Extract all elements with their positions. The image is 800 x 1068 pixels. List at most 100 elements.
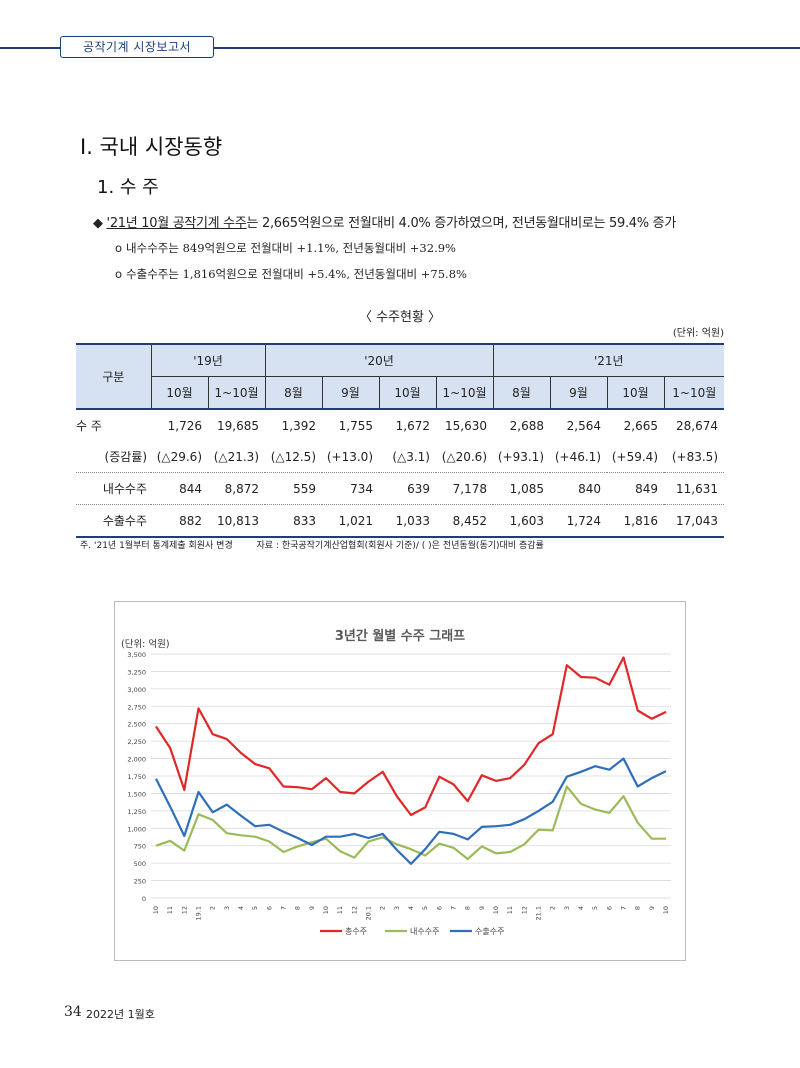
y-tick-label: 3,000 (127, 686, 146, 694)
y-tick-label: 500 (134, 860, 146, 868)
table-cell: 2,688 (509, 418, 544, 433)
table-cell: 10,813 (208, 504, 265, 538)
table-footnote: 주. '21년 1월부터 통계제출 회원사 변경 자료 : 한국공작기계산업협회… (80, 538, 544, 551)
x-tick-label: 7 (450, 906, 458, 910)
legend-label: 수출수주 (475, 926, 504, 936)
table-title: 〈 수주현황 〉 (358, 310, 442, 325)
table-row: 수 주 1,726 19,685 1,392 1,755 1,672 15,63… (76, 409, 724, 441)
table-cell: 28,674 (676, 418, 718, 433)
table-cell: 2,665 (623, 418, 658, 433)
y-tick-label: 1,750 (127, 773, 146, 781)
table-cell: 833 (265, 504, 322, 538)
series-line (155, 785, 666, 861)
summary-main-bullet: ◆ '21년 10월 공작기계 수주는 2,665억원으로 전월대비 4.0% … (93, 212, 676, 231)
x-tick-label: 5 (421, 906, 429, 910)
table-cell: 1,755 (338, 418, 373, 433)
month-header: 1~10월 (207, 376, 265, 410)
table-cell: (△21.3) (208, 441, 265, 473)
legend-label: 총수주 (345, 927, 367, 936)
footnote-source: 자료 : 한국공작기계산업협회(회원사 기준)/ ( )은 전년동월(동기)대비… (256, 541, 544, 551)
y-tick-label: 1,250 (127, 808, 146, 816)
y-tick-label: 2,250 (127, 738, 146, 746)
circle-bullet-icon: o (115, 241, 123, 255)
page-number: 34 (64, 1004, 82, 1020)
table-cell: 15,630 (445, 418, 487, 433)
summary-sub-bullet: o 수출수주는 1,816억원으로 전월대비 +5.4%, 전년동월대비 +75.… (115, 266, 467, 282)
subsection-title: 1. 수 주 (97, 177, 159, 198)
x-tick-label: 11 (336, 906, 344, 914)
x-tick-label: 10 (322, 906, 330, 914)
year-header: '19년 (150, 343, 265, 377)
table-cell: 1,816 (607, 504, 664, 538)
y-tick-label: 1,000 (127, 825, 146, 833)
x-tick-label: 8 (634, 906, 642, 910)
y-tick-label: 2,500 (127, 721, 146, 729)
section-title: Ⅰ. 국내 시장동향 (80, 135, 223, 159)
table-cell: 1,085 (493, 472, 550, 505)
table-cell: (+13.0) (322, 441, 379, 473)
y-tick-label: 750 (134, 843, 146, 851)
x-tick-label: 19.1 (195, 906, 203, 920)
y-tick-label: 3,250 (127, 668, 146, 676)
table-cell: 844 (151, 472, 208, 505)
domestic-orders-text: 내수수주는 849억원으로 전월대비 +1.1%, 전년동월대비 +32.9% (126, 241, 456, 255)
table-cell: (+83.5) (664, 441, 724, 473)
series-line (155, 656, 667, 817)
summary-text: 는 2,665억원으로 전월대비 4.0% 증가하였으며, 전년동월대비로는 5… (246, 216, 676, 231)
x-tick-label: 2 (379, 906, 387, 910)
table-cell: 8,872 (208, 472, 265, 505)
table-cell: (△29.6) (151, 441, 208, 473)
x-tick-label: 5 (591, 906, 599, 910)
x-tick-label: 11 (506, 906, 514, 914)
month-header: 9월 (549, 376, 607, 410)
table-cell: 559 (265, 472, 322, 505)
y-tick-label: 3,500 (127, 651, 146, 659)
table-cell: 639 (379, 472, 436, 505)
x-tick-label: 8 (464, 906, 472, 910)
orders-table: 구분 '19년 '20년 '21년 10월 1~10월 8월 9월 10월 1~… (76, 343, 724, 538)
x-tick-label: 4 (577, 906, 585, 910)
x-tick-label: 3 (223, 906, 231, 910)
month-header: 10월 (606, 376, 664, 410)
table-cell: 1,603 (493, 504, 550, 538)
table-row: 내수수주 844 8,872 559 734 639 7,178 1,085 8… (76, 472, 724, 505)
month-header: 1~10월 (663, 376, 724, 410)
x-tick-label: 20.1 (365, 906, 373, 920)
table-cell: (+46.1) (550, 441, 607, 473)
x-tick-label: 12 (180, 906, 188, 914)
table-cell: 7,178 (436, 472, 493, 505)
y-tick-label: 250 (134, 878, 146, 886)
table-cell: 882 (151, 504, 208, 538)
summary-highlight: '21년 10월 공작기계 수주 (106, 216, 247, 231)
x-tick-label: 2 (549, 906, 557, 910)
row-label: 수 주 (76, 419, 102, 433)
series-line (155, 757, 667, 865)
table-cell: 2,564 (566, 418, 601, 433)
circle-bullet-icon: o (115, 267, 123, 281)
x-tick-label: 12 (350, 906, 358, 914)
table-cell: 1,724 (550, 504, 607, 538)
table-cell: 8,452 (436, 504, 493, 538)
x-tick-label: 9 (478, 906, 486, 910)
x-tick-label: 6 (265, 906, 273, 910)
monthly-orders-chart: 3년간 월별 수주 그래프 (단위: 억원) 0 250 500 750 1,000 1,… (114, 601, 686, 961)
x-tick-label: 10 (152, 906, 160, 914)
table-cell: (△12.5) (265, 441, 322, 473)
table-cell: 1,021 (322, 504, 379, 538)
row-label: 수출수주 (76, 504, 151, 538)
table-cell: (△3.1) (379, 441, 436, 473)
x-tick-label: 7 (280, 906, 288, 910)
x-tick-label: 6 (435, 906, 443, 910)
x-tick-label: 21.1 (535, 906, 543, 920)
diamond-bullet-icon: ◆ (93, 216, 103, 231)
table-cell: 1,392 (281, 418, 316, 433)
table-cell: (+59.4) (607, 441, 664, 473)
table-cell: 840 (550, 472, 607, 505)
table-cell: 1,726 (167, 418, 202, 433)
y-tick-label: 2,750 (127, 703, 146, 711)
x-tick-label: 11 (166, 906, 174, 914)
x-tick-label: 12 (520, 906, 528, 914)
table-cell: 19,685 (217, 418, 259, 433)
month-header: 1~10월 (435, 376, 493, 410)
x-tick-label: 9 (648, 906, 656, 910)
